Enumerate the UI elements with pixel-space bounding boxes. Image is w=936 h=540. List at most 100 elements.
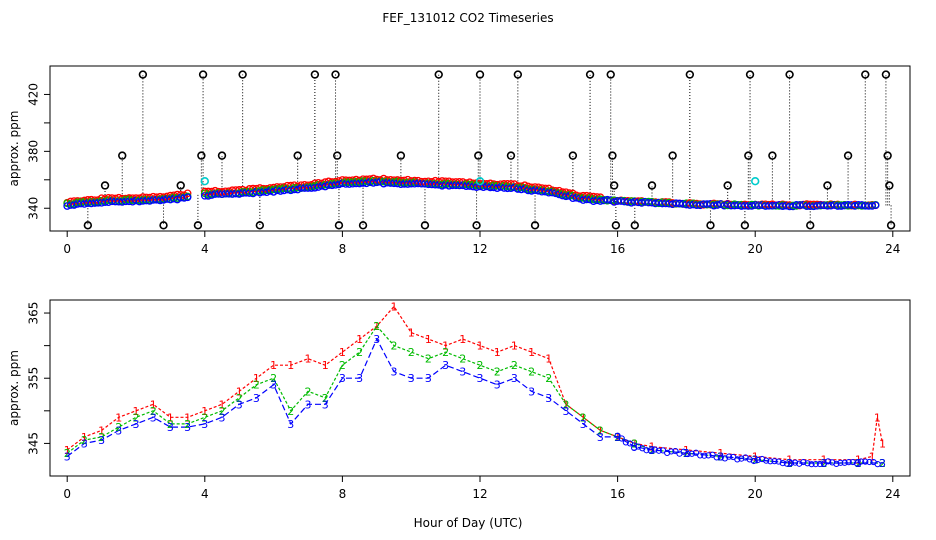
series-marker-3: 3 xyxy=(81,437,88,450)
series-marker-3: 3 xyxy=(253,392,260,405)
series-marker-1: 1 xyxy=(270,359,277,372)
series-marker-1: 1 xyxy=(391,301,398,314)
series-marker-1: 1 xyxy=(408,327,415,340)
series-3-point xyxy=(787,460,795,467)
outlier-point xyxy=(609,181,619,190)
series-marker-1: 1 xyxy=(631,437,638,450)
series-3-point xyxy=(622,439,629,446)
outlier-point xyxy=(238,70,247,79)
outlier-point xyxy=(472,221,481,230)
series-marker-1: 1 xyxy=(511,340,518,353)
series-marker-2: 2 xyxy=(597,424,604,437)
series-marker-2: 2 xyxy=(184,418,191,431)
series-3-point xyxy=(697,452,704,459)
series-marker-3: 3 xyxy=(115,424,122,437)
series-3-point xyxy=(783,460,790,467)
series-marker-2: 2 xyxy=(81,434,88,447)
series-3-point xyxy=(771,458,778,465)
outlier-point xyxy=(474,151,483,160)
outlier-point xyxy=(630,221,639,230)
outlier-point xyxy=(159,221,168,230)
series-marker-3: 3 xyxy=(322,398,329,411)
series-marker-3: 3 xyxy=(167,421,174,434)
outlier-point xyxy=(293,151,302,160)
series-marker-2: 2 xyxy=(236,392,243,405)
outlier-point xyxy=(883,151,892,160)
series-3-point xyxy=(862,458,869,465)
series-marker-1: 1 xyxy=(98,424,105,437)
series-marker-2: 2 xyxy=(821,457,828,470)
series-3-point xyxy=(841,459,848,466)
figure-title: FEF_131012 CO2 Timeseries xyxy=(382,11,553,25)
series-marker-2: 2 xyxy=(64,447,71,460)
series-marker-1: 1 xyxy=(879,437,886,450)
series-marker-3: 3 xyxy=(408,372,415,385)
series-marker-2: 2 xyxy=(305,385,312,398)
series-marker-1: 1 xyxy=(869,450,876,463)
series-3-point xyxy=(746,456,753,463)
series-3-point xyxy=(738,455,745,462)
series-marker-1: 1 xyxy=(64,444,71,457)
bottom-ylabel: approx. ppm xyxy=(7,350,21,426)
series-marker-1: 1 xyxy=(786,454,793,467)
series-3-point xyxy=(684,450,691,458)
series-marker-3: 3 xyxy=(98,434,105,447)
series-3-point xyxy=(664,449,671,456)
series-3-point xyxy=(804,460,811,467)
series-marker-3: 3 xyxy=(563,405,570,418)
outlier-point xyxy=(176,181,185,190)
series-marker-3: 3 xyxy=(339,372,346,385)
series-3-point xyxy=(874,461,881,468)
series-3-point xyxy=(734,456,741,463)
outlier-point xyxy=(83,221,93,230)
top-panel-data xyxy=(63,70,896,230)
series-marker-1: 1 xyxy=(563,398,570,411)
series-marker-3: 3 xyxy=(236,398,243,411)
outlier-point xyxy=(745,70,755,79)
series-marker-3: 3 xyxy=(219,411,226,424)
outlier-point xyxy=(611,221,621,230)
outlier-point xyxy=(331,70,340,79)
top-panel-axes: 0 4 8 12 16 20 24 340 380 420 xyxy=(27,83,901,256)
outlier-point xyxy=(685,70,695,79)
series-marker-3: 3 xyxy=(133,418,140,431)
series-3-point xyxy=(763,457,770,464)
outlier-point xyxy=(333,151,342,160)
series-marker-3: 3 xyxy=(614,431,621,444)
series-marker-1: 1 xyxy=(442,340,449,353)
top-panel: 0 4 8 12 16 20 24 340 380 420 approx. ppm xyxy=(7,65,911,256)
series-marker-3: 3 xyxy=(528,385,535,398)
series-marker-2: 2 xyxy=(322,392,329,405)
series-marker-1: 1 xyxy=(717,447,724,460)
series-marker-3: 3 xyxy=(855,457,862,470)
series-marker-3: 3 xyxy=(631,441,638,454)
series-marker-3: 3 xyxy=(477,372,484,385)
outlier-point xyxy=(740,221,750,230)
series-marker-1: 1 xyxy=(150,398,157,411)
series-3-point xyxy=(618,435,625,442)
x-axis-label: Hour of Day (UTC) xyxy=(414,516,523,530)
series-3-point xyxy=(725,453,733,460)
series-marker-1: 1 xyxy=(219,398,226,411)
series-3-point xyxy=(668,448,675,455)
series-marker-2: 2 xyxy=(459,353,466,366)
series-marker-2: 2 xyxy=(356,346,363,359)
series-marker-1: 1 xyxy=(373,320,380,333)
series-3-point xyxy=(655,447,662,454)
series-marker-3: 3 xyxy=(545,392,552,405)
outlier-point xyxy=(608,151,617,160)
outlier-point xyxy=(585,70,595,79)
series-3-point xyxy=(701,452,708,459)
series-marker-3: 3 xyxy=(305,398,312,411)
series-3-point xyxy=(647,447,654,454)
series-marker-3: 3 xyxy=(717,450,724,463)
flagged-point xyxy=(200,177,210,186)
series-3-point xyxy=(808,461,815,468)
flagged-point xyxy=(750,177,760,186)
series-marker-1: 1 xyxy=(305,353,312,366)
top-ylabel: approx. ppm xyxy=(7,111,21,187)
series-marker-1: 1 xyxy=(649,441,656,454)
bottom-x-tick-label: 0 xyxy=(63,487,71,501)
series-line-2 xyxy=(66,325,883,464)
